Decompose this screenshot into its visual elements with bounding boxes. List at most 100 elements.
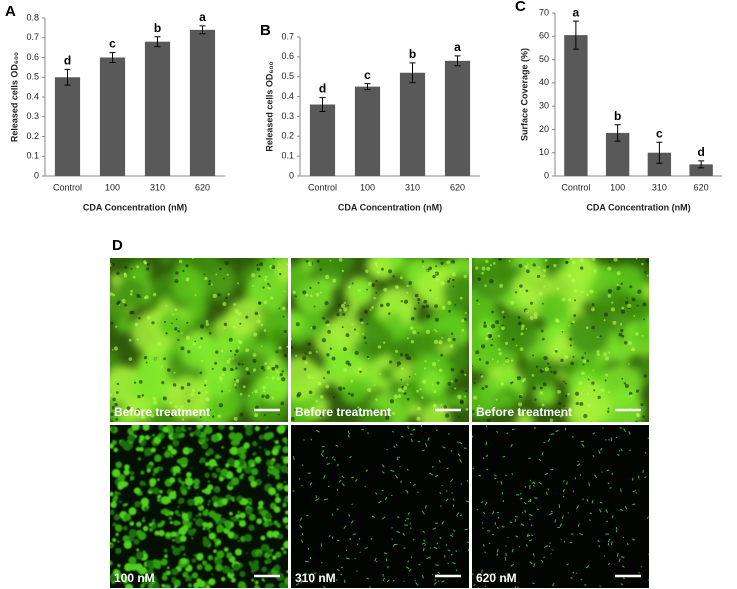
speck bbox=[594, 474, 598, 479]
speck bbox=[379, 412, 384, 416]
blob bbox=[110, 491, 114, 497]
speck bbox=[343, 525, 347, 529]
blob bbox=[172, 439, 180, 447]
speck bbox=[579, 474, 582, 476]
speck bbox=[169, 400, 173, 405]
error-bar bbox=[319, 97, 326, 112]
blob bbox=[117, 474, 126, 482]
panel-label: D bbox=[112, 237, 123, 254]
speck bbox=[552, 351, 555, 355]
blob bbox=[258, 446, 262, 449]
speck bbox=[620, 488, 622, 493]
blob bbox=[225, 463, 230, 468]
speck bbox=[510, 300, 515, 305]
x-tick-label: 100 bbox=[610, 182, 625, 192]
speck bbox=[405, 489, 409, 493]
speck bbox=[459, 458, 463, 463]
blob bbox=[237, 453, 242, 457]
speck bbox=[282, 315, 285, 318]
speck bbox=[517, 321, 522, 326]
blob bbox=[221, 576, 226, 582]
speck bbox=[526, 533, 529, 537]
speck bbox=[635, 412, 639, 416]
blob bbox=[160, 520, 166, 525]
speck bbox=[143, 356, 148, 360]
speck bbox=[360, 321, 364, 325]
speck bbox=[377, 270, 380, 274]
speck bbox=[165, 332, 168, 335]
speck bbox=[138, 380, 143, 384]
blob bbox=[472, 258, 514, 301]
speck bbox=[297, 391, 302, 397]
speck bbox=[485, 441, 488, 446]
speck bbox=[624, 384, 629, 388]
speck bbox=[557, 414, 560, 417]
blob bbox=[274, 258, 288, 283]
blob bbox=[169, 520, 173, 525]
blob bbox=[187, 583, 193, 588]
speck bbox=[459, 441, 463, 445]
blob bbox=[193, 496, 200, 503]
blob bbox=[172, 432, 180, 440]
blob bbox=[237, 519, 241, 522]
blob bbox=[239, 457, 243, 461]
speck bbox=[480, 344, 486, 349]
x-tick-label: 620 bbox=[195, 182, 210, 192]
blob bbox=[208, 532, 216, 540]
blob bbox=[179, 432, 185, 438]
speck bbox=[338, 386, 343, 391]
blob bbox=[284, 576, 288, 585]
micrograph: 310 nM bbox=[291, 425, 469, 588]
speck bbox=[620, 508, 624, 512]
speck bbox=[175, 271, 179, 275]
speck bbox=[406, 291, 409, 294]
speck bbox=[315, 400, 318, 403]
speck bbox=[217, 414, 222, 419]
speck bbox=[456, 514, 459, 517]
blob bbox=[124, 584, 127, 586]
speck bbox=[544, 367, 549, 372]
speck bbox=[608, 562, 611, 566]
speck bbox=[128, 357, 133, 361]
blob bbox=[161, 560, 164, 563]
speck bbox=[504, 556, 507, 561]
speck bbox=[323, 474, 326, 479]
blob bbox=[285, 524, 288, 530]
speck bbox=[403, 391, 407, 395]
blob bbox=[274, 440, 279, 445]
blob bbox=[136, 548, 140, 552]
blob bbox=[142, 482, 147, 486]
speck bbox=[235, 386, 237, 389]
speck bbox=[550, 468, 554, 471]
speck bbox=[543, 285, 546, 288]
speck bbox=[152, 292, 157, 297]
blob bbox=[277, 485, 281, 488]
blob bbox=[161, 575, 168, 581]
speck bbox=[556, 287, 560, 291]
speck bbox=[353, 328, 357, 331]
y-tick-label: 50 bbox=[539, 54, 549, 64]
speck bbox=[591, 381, 595, 385]
speck bbox=[544, 258, 548, 262]
blob bbox=[537, 292, 571, 325]
speck bbox=[248, 394, 250, 397]
blob bbox=[158, 466, 164, 472]
speck bbox=[205, 390, 208, 394]
speck bbox=[343, 301, 347, 305]
speck bbox=[272, 258, 275, 260]
speck bbox=[219, 375, 222, 378]
blob bbox=[229, 446, 239, 456]
speck bbox=[391, 411, 396, 416]
blob bbox=[420, 370, 446, 396]
blob bbox=[146, 463, 153, 470]
speck bbox=[593, 269, 597, 273]
speck bbox=[177, 338, 180, 342]
speck bbox=[496, 548, 499, 553]
speck bbox=[484, 585, 487, 588]
speck bbox=[350, 520, 354, 524]
blob bbox=[544, 321, 562, 339]
blob bbox=[236, 495, 243, 502]
speck bbox=[228, 337, 233, 342]
x-axis-title: CDA Concentration (nM) bbox=[83, 202, 187, 212]
speck bbox=[563, 479, 565, 483]
